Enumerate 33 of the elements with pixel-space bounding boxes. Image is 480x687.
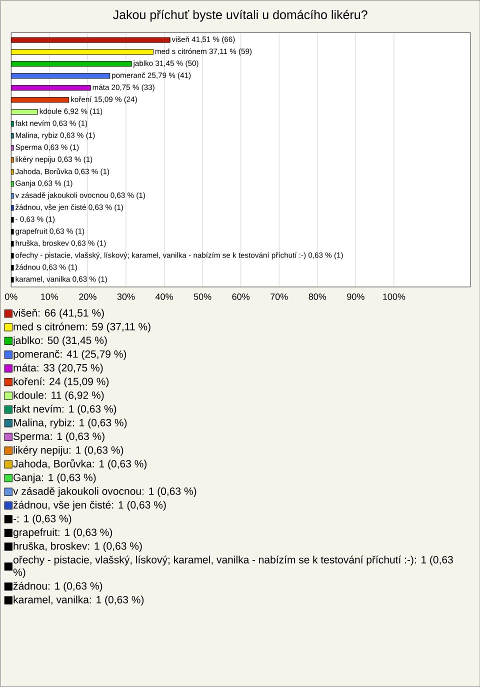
legend-label: jablko: 50 (31,45 %)	[12, 336, 107, 346]
legend-label: kdoule: 11 (6,92 %)	[14, 391, 104, 401]
x-tick-label: 30%	[117, 293, 135, 300]
legend-label: v zásadě jakoukoli ovocnou: 1 (0,63 %)	[12, 487, 196, 497]
legend-label: višeň: 66 (41,51 %)	[12, 308, 104, 319]
legend-label: Ganja: 1 (0,63 %)	[13, 473, 96, 484]
legend-label: koření: 24 (15,09 %)	[14, 377, 108, 388]
legend-label: karamel, vanilka: 1 (0,63 %)	[14, 596, 144, 606]
legend-label: žádnou, vše jen čisté: 1 (0,63 %)	[13, 500, 166, 511]
legend-label: máta: 33 (20,75 %)	[14, 364, 103, 374]
x-tick-label: 20%	[79, 293, 96, 300]
x-tick-label: 90%	[346, 293, 364, 300]
legend-label: med s citrónem: 59 (37,11 %)	[14, 322, 150, 332]
legend-label: -: 1 (0,63 %)	[13, 514, 72, 524]
legend-label: ořechy - pistacie, vlašský, lískový; karamel, vanilka - nabízím se k testování příchutí :-): 1 (0,63 %)	[13, 556, 453, 578]
legend-label: likéry nepiju: 1 (0,63 %)	[14, 446, 124, 456]
legend-label: grapefruit: 1 (0,63 %)	[13, 528, 112, 538]
legend-label: Jahoda, Borůvka: 1 (0,63 %)	[13, 458, 146, 470]
x-tick-label: 10%	[40, 293, 58, 300]
x-tick-label: 70%	[270, 293, 288, 300]
legend-label: fakt nevím: 1 (0,63 %)	[13, 404, 116, 415]
legend-label: žádnou: 1 (0,63 %)	[13, 582, 102, 592]
legend-label: pomeranč: 41 (25,79 %)	[14, 350, 126, 360]
legend-label: Malina, rybiz: 1 (0,63 %)	[14, 418, 127, 428]
legend-label: hruška, broskev: 1 (0,63 %)	[14, 542, 142, 552]
x-tick-label: 50%	[194, 293, 212, 300]
x-tick-label: 60%	[232, 293, 250, 300]
x-tick-label: 100%	[383, 293, 406, 300]
legend-label: Sperma: 1 (0,63 %)	[13, 432, 104, 442]
x-tick-label: 80%	[308, 293, 326, 300]
x-tick-label: 40%	[155, 293, 173, 300]
x-tick-label: 0%	[4, 293, 18, 300]
chart-title: Jakou příchuť byste uvítali u domácího likéru?	[112, 10, 368, 22]
